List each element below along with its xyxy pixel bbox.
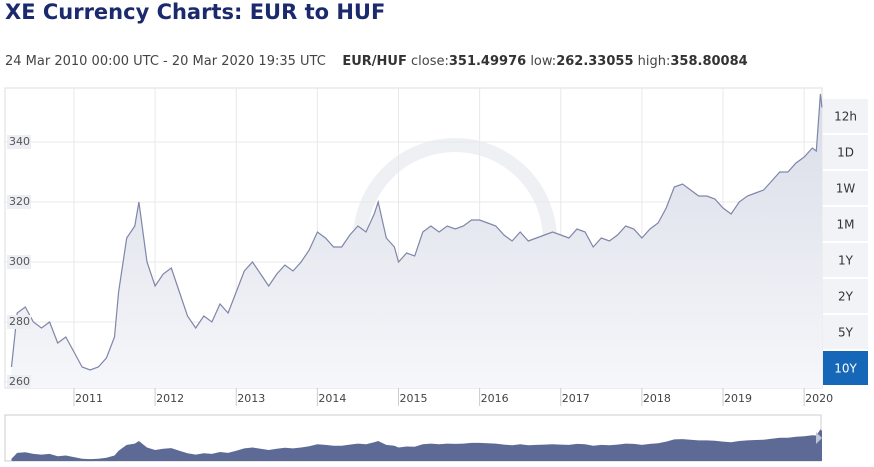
y-tick-box [7,315,31,329]
y-tick-label: 320 [9,195,30,208]
x-tick-label: 2016 [481,392,509,405]
y-tick-label: 300 [9,255,30,268]
range-button-bg [823,279,868,313]
y-tick-box [7,195,31,209]
range-button[interactable]: 12h [823,99,868,133]
line [10,93,823,371]
stat-label: close: [410,54,449,69]
stat-value: 262.33055 [556,54,634,69]
range-button-label: 1W [836,182,856,196]
navigator-area [11,429,823,461]
y-tick-box [7,255,31,269]
stat-label: high: [637,54,671,69]
range-button-label: 1Y [838,254,854,268]
x-tick-label: 2020 [805,392,833,405]
stat-value: 358.80084 [670,54,748,69]
x-tick-label: 2014 [318,392,346,405]
range-button-label: 2Y [838,290,854,304]
y-tick-label: 280 [9,315,30,328]
range-button-label: 1D [837,146,854,160]
y-tick-box [7,375,31,389]
range-button[interactable]: 1D [823,135,868,169]
range-button-label: 5Y [838,326,854,340]
area [11,94,823,388]
x-tick-label: 2017 [562,392,590,405]
x-tick-label: 2019 [724,392,752,405]
range-button-label: 10Y [834,362,857,376]
y-tick-label: 260 [9,375,30,388]
x-tick-label: 2015 [399,392,427,405]
range-button-bg [823,315,868,349]
range-button[interactable]: 10Y [823,351,868,385]
range-button[interactable]: 1M [823,207,868,241]
range-button[interactable]: 1W [823,171,868,205]
range-button-bg [823,351,868,385]
range-button[interactable]: 1Y [823,243,868,277]
y-tick-label: 340 [9,135,30,148]
range-button-bg [823,135,868,169]
range-button[interactable]: 2Y [823,279,868,313]
range-button-bg [823,171,868,205]
range-button-bg [823,243,868,277]
stat-value: 351.49976 [448,54,527,69]
range-button-label: 12h [834,110,857,124]
range-button-bg [823,207,868,241]
subtitle: 24 Mar 2010 00:00 UTC - 20 Mar 2020 19:3… [5,54,748,69]
stat-label: low: [530,54,557,69]
range-button[interactable]: 5Y [823,315,868,349]
x-tick-label: 2011 [75,392,103,405]
navigator-handle [816,432,822,444]
x-tick-label: 2012 [156,392,184,405]
range-button-bg [823,99,868,133]
pair: EUR/HUF [342,54,407,69]
page-title: XE Currency Charts: EUR to HUF [5,0,386,24]
range-button-label: 1M [837,218,855,232]
x-tick-label: 2018 [643,392,671,405]
x-tick-label: 2013 [237,392,265,405]
date-range: 24 Mar 2010 00:00 UTC - 20 Mar 2020 19:3… [5,54,326,69]
y-tick-box [7,135,31,149]
